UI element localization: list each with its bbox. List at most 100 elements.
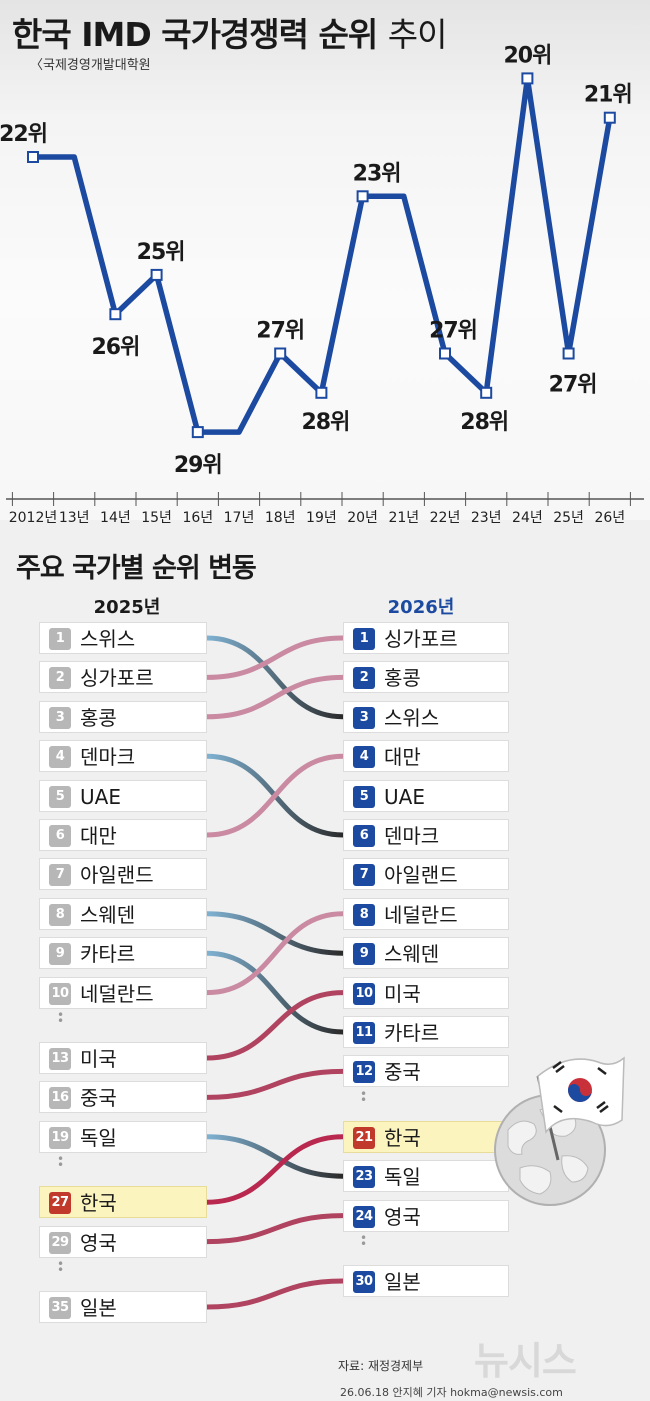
trend-line-chart: 2012년 13년 14년 15년 16년 17년 18년 19년 20년 21년 22년 23년 24…	[0, 43, 644, 526]
x-tick-label: 23년	[471, 510, 502, 526]
right-rank-box: 11 카타르	[343, 1016, 509, 1048]
rank-badge: 30	[353, 1271, 375, 1293]
x-tick-label: 20년	[347, 510, 378, 526]
rank-badge: 9	[353, 943, 375, 966]
country-name: 한국	[80, 1191, 117, 1216]
left-rank-box: 4 덴마크	[39, 740, 207, 773]
flag-icon	[536, 1056, 625, 1161]
watermark-logo: 뉴시스	[474, 1339, 577, 1383]
rank-badge: 27	[49, 1192, 71, 1215]
country-name: 홍콩	[80, 705, 117, 730]
rank-change-connector	[206, 911, 344, 996]
gap-ellipsis: • •	[360, 1231, 368, 1251]
rank-change-connector	[206, 1068, 344, 1100]
chart-title-bold: 한국 IMD 국가경쟁력 순위	[12, 15, 378, 54]
rank-badge: 7	[49, 864, 71, 887]
rank-badge: 35	[49, 1297, 71, 1319]
left-rank-box: 35 일본	[39, 1291, 207, 1323]
data-label: 29위	[174, 453, 222, 478]
data-label: 20위	[503, 43, 551, 68]
rank-badge: 4	[353, 746, 375, 769]
rank-badge: 1	[49, 628, 71, 650]
rank-change-connector	[206, 990, 344, 1061]
country-name: 미국	[80, 1047, 117, 1071]
rank-badge: 7	[353, 864, 375, 887]
country-name: 네덜란드	[384, 902, 458, 927]
data-point-marker	[191, 426, 204, 439]
rank-badge: 2	[353, 667, 375, 690]
chart-source-note: 〈국제경영개발대학원	[30, 58, 151, 73]
country-name: 덴마크	[80, 745, 136, 770]
right-rank-box: 5 UAE	[343, 779, 509, 812]
rank-badge: 23	[353, 1166, 375, 1189]
rank-badge: 21	[353, 1126, 375, 1149]
left-rank-box: 7 아일랜드	[39, 858, 207, 891]
rank-change-connector	[206, 1278, 344, 1310]
country-name: 중국	[80, 1086, 117, 1111]
credit-byline: 26.06.18 안지혜 기자 hokma@newsis.com	[340, 1386, 563, 1399]
rank-badge: 13	[49, 1048, 71, 1070]
left-rank-box: 2 싱가포르	[39, 661, 207, 694]
country-name: 중국	[384, 1060, 421, 1085]
x-tick-label: 18년	[265, 510, 296, 526]
data-label: 27위	[256, 319, 304, 344]
data-label: 26위	[91, 335, 139, 360]
left-rank-box: 3 홍콩	[39, 700, 207, 733]
gap-ellipsis: • •	[57, 1152, 65, 1173]
left-rank-box: 6 대만	[39, 819, 207, 851]
rank-badge: 6	[49, 825, 71, 847]
country-name: 싱가포르	[384, 627, 458, 651]
rank-badge: 2	[49, 667, 71, 690]
left-rank-box: 8 스웨덴	[39, 897, 207, 930]
country-name: 아일랜드	[80, 863, 154, 888]
rank-badge: 5	[49, 785, 71, 808]
rank-badge: 11	[353, 1022, 375, 1044]
country-name: 독일	[384, 1165, 421, 1190]
left-rank-box: 5 UAE	[39, 779, 207, 812]
data-label: 25위	[137, 240, 185, 265]
rank-change-connector	[206, 753, 344, 838]
country-name: 영국	[384, 1204, 421, 1229]
x-tick-label: 17년	[224, 510, 255, 526]
country-name: 한국	[384, 1125, 421, 1150]
data-point-marker	[27, 151, 39, 163]
data-label: 28위	[460, 410, 508, 435]
rank-badge: 5	[353, 785, 375, 808]
rank-badge: 16	[49, 1087, 71, 1110]
data-label: 28위	[301, 410, 349, 435]
x-tick-label: 15년	[141, 510, 172, 526]
gap-ellipsis: • •	[360, 1086, 368, 1107]
rank-badge: 9	[49, 943, 71, 966]
right-rank-box: 2 홍콩	[343, 661, 509, 694]
right-rank-box: 7 아일랜드	[343, 858, 509, 891]
rank-badge: 19	[49, 1126, 71, 1149]
data-point-marker	[274, 347, 287, 360]
chart-title: 한국 IMD 국가경쟁력 순위 추이	[12, 8, 447, 56]
x-tick-label: 24년	[512, 510, 543, 526]
country-name: 스웨덴	[80, 902, 136, 927]
right-rank-box: 30 일본	[343, 1265, 509, 1297]
data-label: 27위	[429, 319, 477, 344]
right-rank-box: 23 독일	[343, 1160, 509, 1193]
trend-chart-panel	[0, 0, 650, 520]
rank-badge: 10	[353, 982, 375, 1005]
data-label: 22위	[0, 122, 47, 147]
right-rank-box: 9 스웨덴	[343, 937, 509, 970]
rank-change-connector	[206, 1134, 344, 1179]
country-name: 카타르	[80, 942, 136, 967]
right-rank-box: 6 덴마크	[343, 819, 509, 851]
gap-ellipsis: • •	[57, 1257, 65, 1277]
left-rank-box: 29 영국	[39, 1225, 207, 1258]
x-tick-label: 26년	[594, 510, 625, 526]
right-rank-box: 3 스위스	[343, 700, 509, 733]
section-title: 주요 국가별 순위 변동	[16, 553, 257, 584]
data-label: 23위	[353, 161, 401, 186]
left-rank-box: 27 한국	[39, 1186, 207, 1219]
country-name: 대만	[384, 745, 421, 770]
x-tick-label: 2012년	[9, 510, 58, 526]
data-point-marker	[521, 72, 534, 85]
right-rank-box: 1 싱가포르	[343, 622, 509, 654]
country-name: 싱가포르	[80, 666, 154, 691]
data-point-marker	[562, 347, 575, 360]
